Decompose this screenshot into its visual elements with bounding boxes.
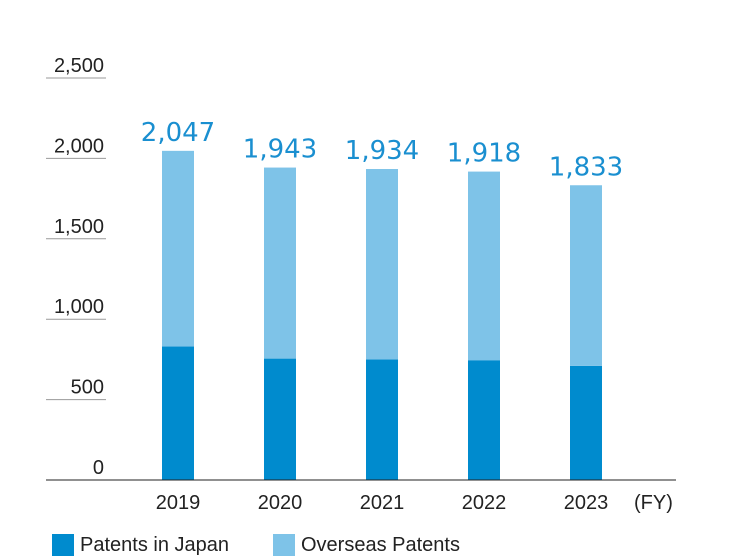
total-label: 1,918 xyxy=(447,139,521,169)
bars xyxy=(162,150,602,480)
y-tick-label: 1,000 xyxy=(54,296,104,318)
x-unit-label: (FY) xyxy=(634,492,673,514)
total-label: 1,833 xyxy=(549,152,623,182)
y-tick-label: 1,500 xyxy=(54,216,104,238)
y-tick-label: 0 xyxy=(93,457,104,479)
y-tick-label: 2,500 xyxy=(54,55,104,77)
x-tick-label: 2023 xyxy=(564,492,609,514)
total-label: 1,943 xyxy=(243,135,317,165)
legend-swatch-overseas xyxy=(273,534,295,556)
total-label: 1,934 xyxy=(345,136,419,166)
total-labels: 2,047 1,943 1,934 1,918 1,833 xyxy=(141,118,623,182)
bar-overseas xyxy=(162,150,194,347)
legend-swatch-japan xyxy=(52,534,74,556)
bar-japan xyxy=(366,359,398,480)
y-axis: 0 500 1,000 1,500 2,000 2,500 xyxy=(46,55,106,479)
y-tick-label: 2,000 xyxy=(54,135,104,157)
legend-label-japan: Patents in Japan xyxy=(80,533,229,556)
x-tick-label: 2021 xyxy=(360,492,405,514)
bar-japan xyxy=(468,360,500,480)
legend-label-overseas: Overseas Patents xyxy=(301,533,460,556)
bar-overseas xyxy=(264,167,296,359)
legend-item-japan: Patents in Japan xyxy=(52,534,229,557)
bar-overseas xyxy=(570,185,602,366)
bar-japan xyxy=(162,346,194,480)
x-axis: 2019 2020 2021 2022 2023 xyxy=(156,492,609,514)
bar-japan xyxy=(570,365,602,480)
legend: Patents in Japan Overseas Patents xyxy=(52,532,504,558)
bar-overseas xyxy=(366,169,398,360)
x-tick-label: 2019 xyxy=(156,492,201,514)
x-tick-label: 2020 xyxy=(258,492,303,514)
y-tick-label: 500 xyxy=(71,377,104,399)
bar-overseas xyxy=(468,171,500,361)
bar-japan xyxy=(264,358,296,480)
x-tick-label: 2022 xyxy=(462,492,507,514)
legend-item-overseas: Overseas Patents xyxy=(273,534,460,557)
total-label: 2,047 xyxy=(141,118,215,148)
